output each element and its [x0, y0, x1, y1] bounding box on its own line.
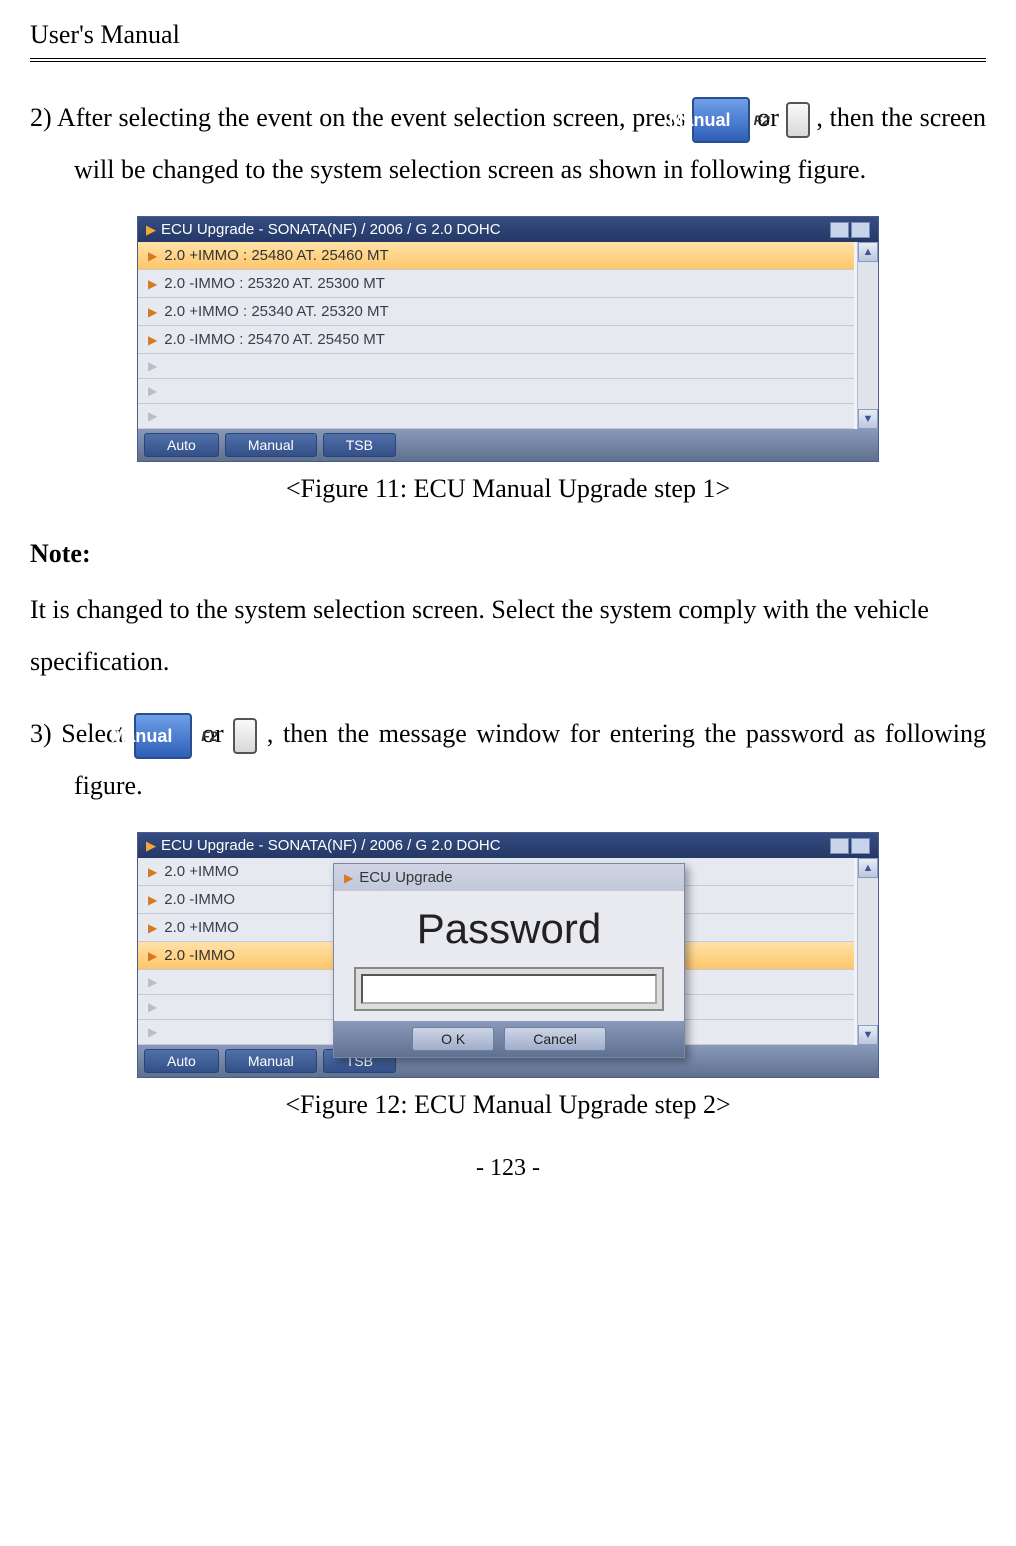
row-triangle-icon: ▶: [148, 333, 157, 347]
row-triangle-icon: ▶: [148, 384, 157, 398]
header-rule: [30, 58, 986, 62]
row-label: 2.0 +IMMO : 25480 AT. 25460 MT: [164, 247, 388, 264]
ecu-upgrade-window-1: ▶ ECU Upgrade - SONATA(NF) / 2006 / G 2.…: [137, 216, 879, 462]
step-3-paragraph: 3) Select Manual or F2 , then the messag…: [30, 708, 986, 812]
scroll-up-icon[interactable]: ▲: [858, 242, 878, 262]
list-item: ▶: [138, 379, 854, 404]
list-item: ▶: [138, 354, 854, 379]
footer-tabs: Auto Manual TSB: [138, 429, 878, 461]
row-triangle-icon: ▶: [148, 1000, 157, 1014]
note-body: It is changed to the system selection sc…: [30, 584, 986, 688]
titlebar-text: ECU Upgrade - SONATA(NF) / 2006 / G 2.0 …: [161, 221, 501, 238]
dialog-title-text: ECU Upgrade: [359, 869, 452, 886]
password-input-wrap: [354, 967, 664, 1011]
password-dialog: ▶ ECU Upgrade Password O K Cancel: [333, 863, 685, 1058]
tab-auto[interactable]: Auto: [144, 433, 219, 457]
row-triangle-icon: ▶: [148, 921, 157, 935]
figure-12-caption: <Figure 12: ECU Manual Upgrade step 2>: [30, 1090, 986, 1120]
step-2-paragraph: 2) After selecting the event on the even…: [30, 92, 986, 196]
row-triangle-icon: ▶: [148, 1025, 157, 1039]
tab-manual[interactable]: Manual: [225, 433, 317, 457]
row-triangle-icon: ▶: [148, 409, 157, 423]
tab-manual[interactable]: Manual: [225, 1049, 317, 1073]
ok-button[interactable]: O K: [412, 1027, 494, 1051]
system-list: ▶ 2.0 +IMMO : 25480 AT. 25460 MT ▶ 2.0 -…: [138, 242, 878, 429]
row-triangle-icon: ▶: [148, 975, 157, 989]
titlebar-icon-1[interactable]: [830, 222, 849, 238]
scrollbar[interactable]: ▲ ▼: [857, 858, 878, 1045]
row-triangle-icon: ▶: [148, 277, 157, 291]
tab-tsb[interactable]: TSB: [323, 433, 396, 457]
row-triangle-icon: ▶: [148, 359, 157, 373]
list-item[interactable]: ▶ 2.0 -IMMO : 25320 AT. 25300 MT: [138, 270, 854, 298]
scrollbar[interactable]: ▲ ▼: [857, 242, 878, 429]
system-list: ▶ 2.0 +IMMO ▶ 2.0 -IMMO ▶ 2.0 +IMMO ▶ 2.…: [138, 858, 878, 1045]
dialog-triangle-icon: ▶: [344, 871, 353, 885]
list-item: ▶: [138, 404, 854, 429]
password-input[interactable]: [361, 974, 657, 1004]
row-triangle-icon: ▶: [148, 249, 157, 263]
row-label: 2.0 +IMMO : 25340 AT. 25320 MT: [164, 303, 388, 320]
f2-key-icon: F2: [233, 718, 257, 754]
row-label: 2.0 +IMMO: [164, 863, 239, 880]
titlebar-icon-2[interactable]: [851, 222, 870, 238]
titlebar-triangle-icon: ▶: [146, 838, 156, 854]
titlebar-icon-2[interactable]: [851, 838, 870, 854]
cancel-button[interactable]: Cancel: [504, 1027, 606, 1051]
manual-button-icon: Manual: [134, 713, 192, 759]
window-titlebar: ▶ ECU Upgrade - SONATA(NF) / 2006 / G 2.…: [138, 217, 878, 242]
row-label: 2.0 -IMMO: [164, 891, 235, 908]
titlebar-triangle-icon: ▶: [146, 222, 156, 238]
password-label: Password: [354, 905, 664, 953]
step2-prefix: 2) After selecting the event on the even…: [30, 103, 692, 132]
scroll-down-icon[interactable]: ▼: [858, 1025, 878, 1045]
ecu-upgrade-window-2: ▶ ECU Upgrade - SONATA(NF) / 2006 / G 2.…: [137, 832, 879, 1078]
row-triangle-icon: ▶: [148, 893, 157, 907]
titlebar-icon-1[interactable]: [830, 838, 849, 854]
list-item[interactable]: ▶ 2.0 +IMMO : 25340 AT. 25320 MT: [138, 298, 854, 326]
f2-key-icon: F2: [786, 102, 810, 138]
titlebar-text: ECU Upgrade - SONATA(NF) / 2006 / G 2.0 …: [161, 837, 501, 854]
figure-11-caption: <Figure 11: ECU Manual Upgrade step 1>: [30, 474, 986, 504]
header-title: User's Manual: [30, 20, 986, 50]
note-heading: Note:: [30, 539, 986, 569]
list-item[interactable]: ▶ 2.0 +IMMO : 25480 AT. 25460 MT: [138, 242, 854, 270]
row-triangle-icon: ▶: [148, 949, 157, 963]
tab-auto[interactable]: Auto: [144, 1049, 219, 1073]
titlebar-icons: [830, 222, 870, 238]
page-number: - 123 -: [30, 1155, 986, 1182]
manual-button-icon: Manual: [692, 97, 750, 143]
row-triangle-icon: ▶: [148, 865, 157, 879]
dialog-body: Password: [334, 891, 684, 1021]
row-label: 2.0 -IMMO: [164, 947, 235, 964]
titlebar-icons: [830, 838, 870, 854]
row-triangle-icon: ▶: [148, 305, 157, 319]
dialog-title: ▶ ECU Upgrade: [334, 864, 684, 891]
row-label: 2.0 +IMMO: [164, 919, 239, 936]
row-label: 2.0 -IMMO : 25470 AT. 25450 MT: [164, 331, 385, 348]
list-item[interactable]: ▶ 2.0 -IMMO : 25470 AT. 25450 MT: [138, 326, 854, 354]
scroll-down-icon[interactable]: ▼: [858, 409, 878, 429]
window-titlebar: ▶ ECU Upgrade - SONATA(NF) / 2006 / G 2.…: [138, 833, 878, 858]
scroll-up-icon[interactable]: ▲: [858, 858, 878, 878]
dialog-footer: O K Cancel: [334, 1021, 684, 1057]
row-label: 2.0 -IMMO : 25320 AT. 25300 MT: [164, 275, 385, 292]
